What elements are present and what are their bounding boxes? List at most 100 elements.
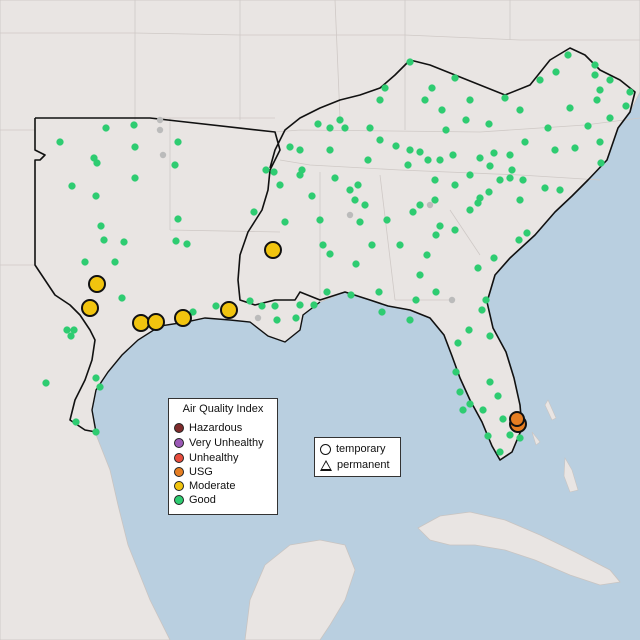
good-site[interactable]	[375, 288, 383, 296]
good-site[interactable]	[442, 126, 450, 134]
good-site[interactable]	[361, 201, 369, 209]
good-site[interactable]	[466, 171, 474, 179]
good-site[interactable]	[424, 156, 432, 164]
good-site[interactable]	[556, 186, 564, 194]
good-site[interactable]	[451, 226, 459, 234]
good-site[interactable]	[72, 418, 80, 426]
good-site[interactable]	[564, 51, 572, 59]
good-site[interactable]	[501, 94, 509, 102]
good-site[interactable]	[351, 196, 359, 204]
good-site[interactable]	[421, 96, 429, 104]
good-site[interactable]	[409, 208, 417, 216]
good-site[interactable]	[541, 184, 549, 192]
moderate-site[interactable]	[174, 309, 192, 327]
good-site[interactable]	[431, 176, 439, 184]
good-site[interactable]	[519, 176, 527, 184]
good-site[interactable]	[131, 174, 139, 182]
good-site[interactable]	[423, 251, 431, 259]
good-site[interactable]	[298, 166, 306, 174]
good-site[interactable]	[276, 181, 284, 189]
good-site[interactable]	[346, 186, 354, 194]
moderate-site[interactable]	[264, 241, 282, 259]
good-site[interactable]	[571, 144, 579, 152]
good-site[interactable]	[486, 332, 494, 340]
good-site[interactable]	[56, 138, 64, 146]
good-site[interactable]	[68, 182, 76, 190]
good-site[interactable]	[584, 122, 592, 130]
nodata-site[interactable]	[448, 296, 456, 304]
good-site[interactable]	[476, 194, 484, 202]
good-site[interactable]	[416, 201, 424, 209]
good-site[interactable]	[212, 302, 220, 310]
good-site[interactable]	[462, 116, 470, 124]
good-site[interactable]	[63, 326, 71, 334]
good-site[interactable]	[326, 146, 334, 154]
good-site[interactable]	[412, 296, 420, 304]
good-site[interactable]	[406, 58, 414, 66]
good-site[interactable]	[356, 218, 364, 226]
good-site[interactable]	[516, 434, 524, 442]
good-site[interactable]	[111, 258, 119, 266]
good-site[interactable]	[174, 215, 182, 223]
good-site[interactable]	[392, 142, 400, 150]
good-site[interactable]	[431, 196, 439, 204]
good-site[interactable]	[551, 146, 559, 154]
good-site[interactable]	[92, 192, 100, 200]
good-site[interactable]	[93, 159, 101, 167]
good-site[interactable]	[466, 96, 474, 104]
good-site[interactable]	[67, 332, 75, 340]
good-site[interactable]	[506, 174, 514, 182]
nodata-site[interactable]	[159, 151, 167, 159]
good-site[interactable]	[404, 161, 412, 169]
good-site[interactable]	[622, 102, 630, 110]
moderate-site[interactable]	[132, 314, 150, 332]
good-site[interactable]	[131, 143, 139, 151]
good-site[interactable]	[454, 339, 462, 347]
good-site[interactable]	[296, 146, 304, 154]
good-site[interactable]	[486, 162, 494, 170]
good-site[interactable]	[596, 86, 604, 94]
good-site[interactable]	[591, 71, 599, 79]
good-site[interactable]	[456, 388, 464, 396]
good-site[interactable]	[499, 415, 507, 423]
good-site[interactable]	[466, 400, 474, 408]
good-site[interactable]	[485, 188, 493, 196]
good-site[interactable]	[484, 432, 492, 440]
good-site[interactable]	[271, 302, 279, 310]
good-site[interactable]	[286, 143, 294, 151]
good-site[interactable]	[183, 240, 191, 248]
good-site[interactable]	[508, 166, 516, 174]
good-site[interactable]	[593, 96, 601, 104]
good-site[interactable]	[310, 301, 318, 309]
good-site[interactable]	[281, 218, 289, 226]
good-site[interactable]	[490, 149, 498, 157]
good-site[interactable]	[496, 176, 504, 184]
good-site[interactable]	[376, 136, 384, 144]
good-site[interactable]	[606, 114, 614, 122]
good-site[interactable]	[308, 192, 316, 200]
moderate-site[interactable]	[81, 299, 99, 317]
good-site[interactable]	[485, 120, 493, 128]
good-site[interactable]	[506, 151, 514, 159]
good-site[interactable]	[171, 161, 179, 169]
good-site[interactable]	[606, 76, 614, 84]
good-site[interactable]	[478, 306, 486, 314]
good-site[interactable]	[597, 159, 605, 167]
good-site[interactable]	[626, 88, 634, 96]
good-site[interactable]	[396, 241, 404, 249]
good-site[interactable]	[490, 254, 498, 262]
moderate-site[interactable]	[88, 275, 106, 293]
good-site[interactable]	[466, 206, 474, 214]
good-site[interactable]	[416, 271, 424, 279]
good-site[interactable]	[336, 116, 344, 124]
good-site[interactable]	[314, 120, 322, 128]
good-site[interactable]	[449, 151, 457, 159]
good-site[interactable]	[296, 301, 304, 309]
good-site[interactable]	[354, 181, 362, 189]
good-site[interactable]	[97, 222, 105, 230]
good-site[interactable]	[451, 181, 459, 189]
good-site[interactable]	[96, 383, 104, 391]
nodata-site[interactable]	[254, 314, 262, 322]
good-site[interactable]	[262, 166, 270, 174]
good-site[interactable]	[496, 448, 504, 456]
